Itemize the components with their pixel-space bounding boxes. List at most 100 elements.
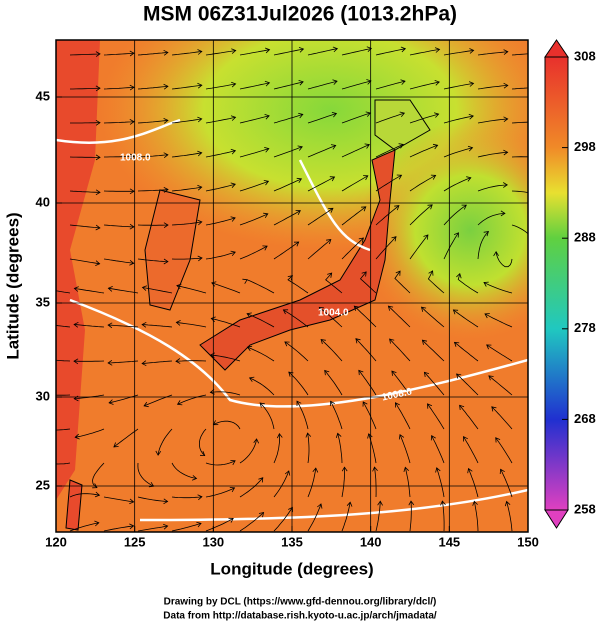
streamline — [205, 487, 235, 498]
streamline — [239, 245, 268, 260]
arrowhead — [467, 467, 473, 474]
streamline — [239, 148, 269, 158]
contour-label: 1008.0 — [120, 153, 151, 164]
arrowhead — [468, 113, 474, 120]
streamline — [511, 224, 528, 235]
arrowhead — [395, 270, 401, 276]
streamline — [355, 338, 377, 362]
arrowhead — [440, 500, 446, 506]
streamline — [137, 525, 168, 532]
arrowhead — [298, 80, 304, 86]
arrowhead — [129, 119, 135, 125]
arrowhead — [230, 250, 236, 257]
streamline — [273, 433, 280, 464]
arrowhead — [263, 212, 269, 219]
arrowhead — [197, 82, 203, 89]
streamline — [436, 467, 445, 498]
arrowhead — [95, 189, 101, 196]
streamline — [359, 271, 377, 294]
colorbar — [544, 56, 569, 511]
arrowhead — [242, 278, 248, 284]
streamline — [239, 82, 270, 90]
streamline — [137, 462, 154, 487]
arrowhead — [327, 272, 333, 278]
arrowhead — [107, 359, 113, 366]
arrowhead — [258, 511, 265, 518]
arrowhead — [297, 145, 303, 151]
streamline — [69, 190, 101, 193]
streamline — [477, 231, 489, 260]
streamline — [103, 121, 135, 124]
streamline — [103, 258, 134, 264]
arrowhead — [262, 245, 268, 251]
arrowhead — [396, 174, 403, 180]
arrowhead — [74, 433, 80, 440]
arrowhead — [499, 468, 505, 475]
arrowhead — [197, 150, 203, 157]
streamline — [457, 273, 479, 294]
streamline — [56, 290, 71, 294]
arrowhead — [353, 305, 360, 311]
arrowhead — [394, 205, 400, 211]
streamline — [443, 204, 467, 226]
arrowhead — [230, 216, 236, 222]
streamline — [296, 401, 309, 430]
streamline — [246, 279, 275, 294]
arrowhead — [537, 192, 542, 197]
streamline — [205, 150, 236, 158]
arrowhead — [377, 500, 383, 506]
streamline — [205, 518, 234, 532]
arrowhead — [197, 255, 203, 262]
arrowhead — [504, 500, 511, 507]
arrowhead — [472, 500, 478, 506]
arrowhead — [129, 50, 135, 57]
arrowhead — [95, 154, 101, 161]
arrowhead — [408, 500, 415, 506]
streamline — [374, 467, 377, 498]
streamline — [175, 360, 207, 362]
arrowhead — [129, 188, 135, 195]
streamline — [421, 306, 445, 328]
arrowhead — [468, 81, 475, 87]
arrowhead — [400, 79, 406, 85]
arrowhead — [176, 400, 183, 406]
streamline — [56, 462, 71, 465]
streamline — [307, 113, 337, 124]
streamline — [247, 346, 275, 362]
streamline — [477, 213, 505, 226]
x-tick-label: 130 — [202, 534, 224, 549]
arrowhead — [231, 81, 237, 88]
arrowhead — [199, 451, 206, 457]
colorbar-tick-label: 288 — [574, 230, 596, 245]
streamline — [171, 496, 202, 499]
streamline — [210, 354, 241, 362]
arrowhead — [230, 148, 237, 155]
arrowhead — [503, 116, 509, 123]
streamline — [69, 53, 101, 56]
streamline — [205, 251, 236, 260]
arrowhead — [108, 399, 114, 405]
arrowhead — [503, 149, 509, 156]
streamline — [69, 493, 100, 498]
arrowhead — [430, 174, 437, 180]
streamline — [477, 51, 508, 56]
arrowhead — [423, 371, 430, 377]
streamline — [104, 155, 135, 158]
arrowhead — [95, 119, 101, 126]
streamline — [273, 146, 303, 158]
arrowhead — [427, 403, 433, 409]
arrowhead — [483, 230, 489, 237]
streamline — [409, 501, 412, 532]
arrowhead — [73, 286, 79, 292]
streamline — [375, 144, 404, 158]
arrowhead — [163, 152, 169, 159]
streamline — [422, 339, 445, 362]
streamline — [477, 151, 508, 158]
arrowhead — [298, 112, 304, 119]
x-tick-label: 120 — [45, 534, 67, 549]
streamline — [337, 433, 343, 464]
arrowhead — [432, 143, 439, 150]
streamline — [157, 428, 173, 456]
arrowhead — [296, 400, 302, 406]
arrowhead — [395, 402, 400, 408]
